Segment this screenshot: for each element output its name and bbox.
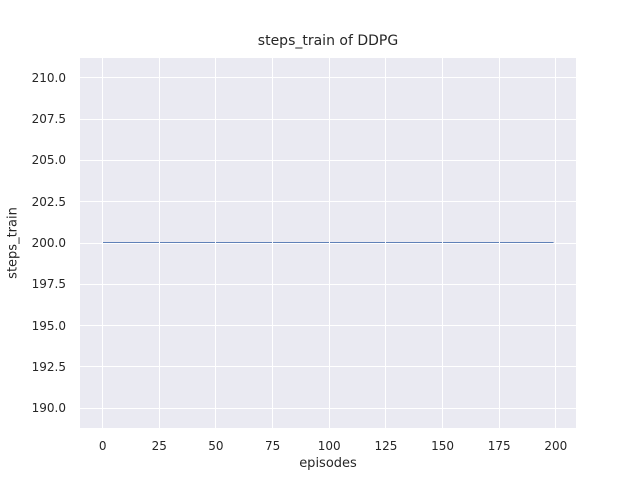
y-tick-label: 202.5 xyxy=(31,194,66,209)
y-tick-label: 195.0 xyxy=(31,318,66,333)
x-tick-label: 150 xyxy=(431,439,454,453)
x-tick-label: 75 xyxy=(264,439,281,453)
y-gridline xyxy=(80,118,576,120)
x-tick-label: 50 xyxy=(208,439,224,453)
y-gridline xyxy=(80,201,576,203)
x-axis-label: episodes xyxy=(299,456,357,471)
x-tick-label: 125 xyxy=(374,439,398,453)
y-tick-label: 200.0 xyxy=(31,236,66,250)
x-tick-label: 0 xyxy=(98,439,107,453)
y-tick-label: 210.0 xyxy=(31,70,66,85)
y-gridline xyxy=(80,77,576,79)
y-gridline xyxy=(80,242,576,244)
y-gridline xyxy=(80,366,576,368)
chart-title: steps_train of DDPG xyxy=(257,33,399,49)
x-tick-label: 100 xyxy=(317,439,341,453)
y-tick-label: 197.5 xyxy=(31,277,66,292)
x-tick-label: 175 xyxy=(487,439,511,453)
y-gridline xyxy=(80,407,576,409)
x-tick-label: 25 xyxy=(151,439,167,453)
plot-area xyxy=(80,58,576,428)
y-tick-label: 207.5 xyxy=(31,112,66,127)
y-tick-label: 205.0 xyxy=(31,153,66,168)
y-tick-label: 190.0 xyxy=(31,401,66,416)
y-tick-label: 192.5 xyxy=(31,359,66,374)
y-gridline xyxy=(80,283,576,285)
y-gridline xyxy=(80,325,576,327)
x-tick-label: 200 xyxy=(544,439,568,453)
y-gridline xyxy=(80,159,576,161)
